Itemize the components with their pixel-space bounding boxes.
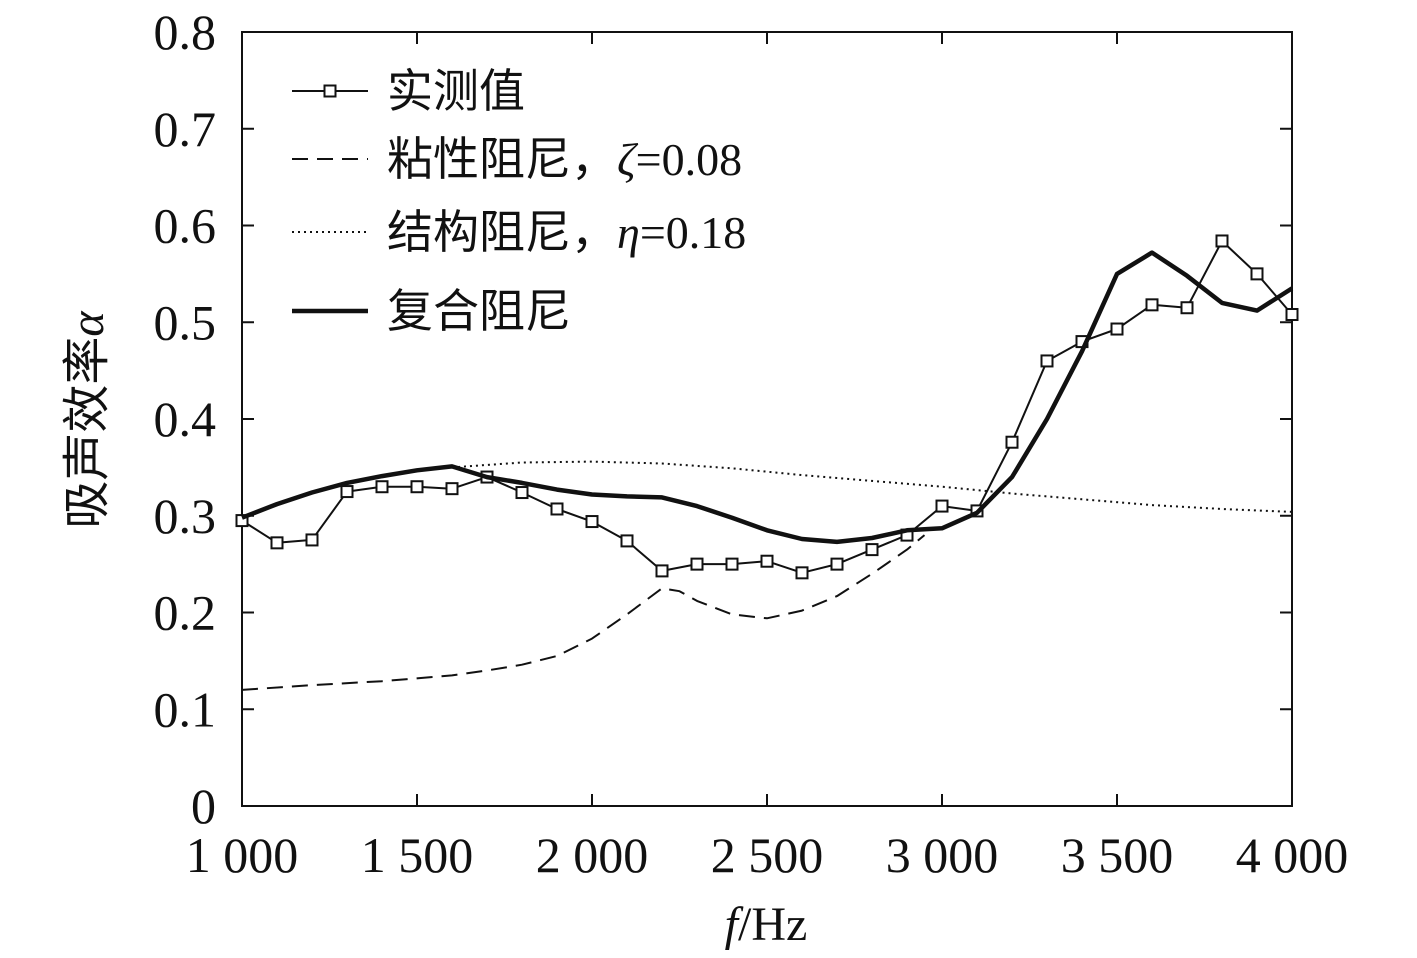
series-line — [451, 460, 1293, 513]
series-2 — [451, 460, 1293, 513]
legend-label-param: =0.18 — [640, 207, 746, 258]
y-tick-label: 0.7 — [154, 101, 217, 157]
y-tick-label: 0.6 — [154, 198, 217, 254]
data-point — [795, 566, 809, 580]
legend-item: 实测值 — [292, 66, 525, 117]
data-point — [235, 514, 249, 528]
data-point — [935, 499, 949, 513]
data-point — [725, 557, 739, 571]
data-point — [445, 482, 459, 496]
data-point — [550, 502, 564, 516]
data-point — [1005, 435, 1019, 449]
y-axis: 0 0.1 0.2 0.3 0.4 0.5 0.6 0.7 0.8 — [154, 4, 1292, 834]
x-axis-title: f/Hz — [725, 898, 808, 951]
data-point — [760, 554, 774, 568]
series-3 — [241, 250, 1294, 545]
data-point — [620, 534, 634, 548]
data-point — [340, 485, 354, 499]
data-point — [410, 480, 424, 494]
legend-label: 结构阻尼，η=0.18 — [387, 207, 746, 258]
data-point — [1215, 234, 1229, 248]
x-tick-label: 2 000 — [536, 827, 649, 883]
x-tick-label: 1 000 — [186, 827, 299, 883]
data-point — [690, 557, 704, 571]
series-1 — [241, 534, 926, 691]
y-axis-title: 吸声效率α — [61, 311, 114, 529]
data-point — [375, 480, 389, 494]
y-tick-label: 0.4 — [154, 391, 217, 447]
series-line — [241, 534, 926, 691]
data-point — [305, 533, 319, 547]
x-axis-title-unit: /Hz — [738, 898, 807, 951]
y-tick-label: 0.1 — [154, 681, 217, 737]
data-point — [1250, 267, 1264, 281]
legend-item: 结构阻尼，η=0.18 — [292, 207, 746, 258]
x-axis: 1 000 1 500 2 000 2 500 3 000 3 500 4 000 — [186, 32, 1349, 883]
x-tick-label: 4 000 — [1236, 827, 1349, 883]
x-tick-label: 1 500 — [361, 827, 474, 883]
legend-label-text: 结构阻尼， — [387, 207, 617, 258]
x-tick-label: 3 500 — [1061, 827, 1174, 883]
y-axis-title-text: 吸声效率 — [61, 337, 114, 529]
data-point — [1040, 354, 1054, 368]
data-point — [830, 557, 844, 571]
y-tick-label: 0.2 — [154, 585, 217, 641]
series-layer — [235, 234, 1299, 691]
x-tick-label: 3 000 — [886, 827, 999, 883]
x-tick-label: 2 500 — [711, 827, 824, 883]
data-point — [1180, 301, 1194, 315]
legend-label: 复合阻尼 — [387, 286, 571, 337]
data-point — [865, 543, 879, 557]
data-point — [1285, 308, 1299, 322]
legend-label: 实测值 — [387, 66, 525, 117]
legend-marker — [323, 84, 337, 98]
data-point — [515, 486, 529, 500]
legend-label-text: 实测值 — [387, 66, 525, 117]
data-point — [1145, 298, 1159, 312]
legend-label-text: 复合阻尼 — [387, 286, 571, 337]
y-tick-label: 0 — [191, 778, 216, 834]
legend-item: 复合阻尼 — [292, 286, 571, 337]
y-tick-label: 0.8 — [154, 4, 217, 60]
legend-label: 粘性阻尼，ζ=0.08 — [387, 134, 742, 185]
y-tick-label: 0.3 — [154, 488, 217, 544]
data-point — [655, 564, 669, 578]
legend-label-symbol: ζ — [617, 134, 639, 185]
data-point — [1110, 322, 1124, 336]
y-axis-title-symbol: α — [61, 311, 114, 337]
series-line — [241, 250, 1294, 545]
legend-label-param: =0.08 — [636, 134, 742, 185]
data-point — [585, 515, 599, 529]
legend-label-text: 粘性阻尼， — [387, 134, 617, 185]
legend-item: 粘性阻尼，ζ=0.08 — [292, 134, 742, 185]
legend-label-symbol: η — [617, 207, 640, 258]
series-0 — [235, 234, 1299, 580]
data-point — [270, 536, 284, 550]
y-tick-label: 0.5 — [154, 294, 217, 350]
